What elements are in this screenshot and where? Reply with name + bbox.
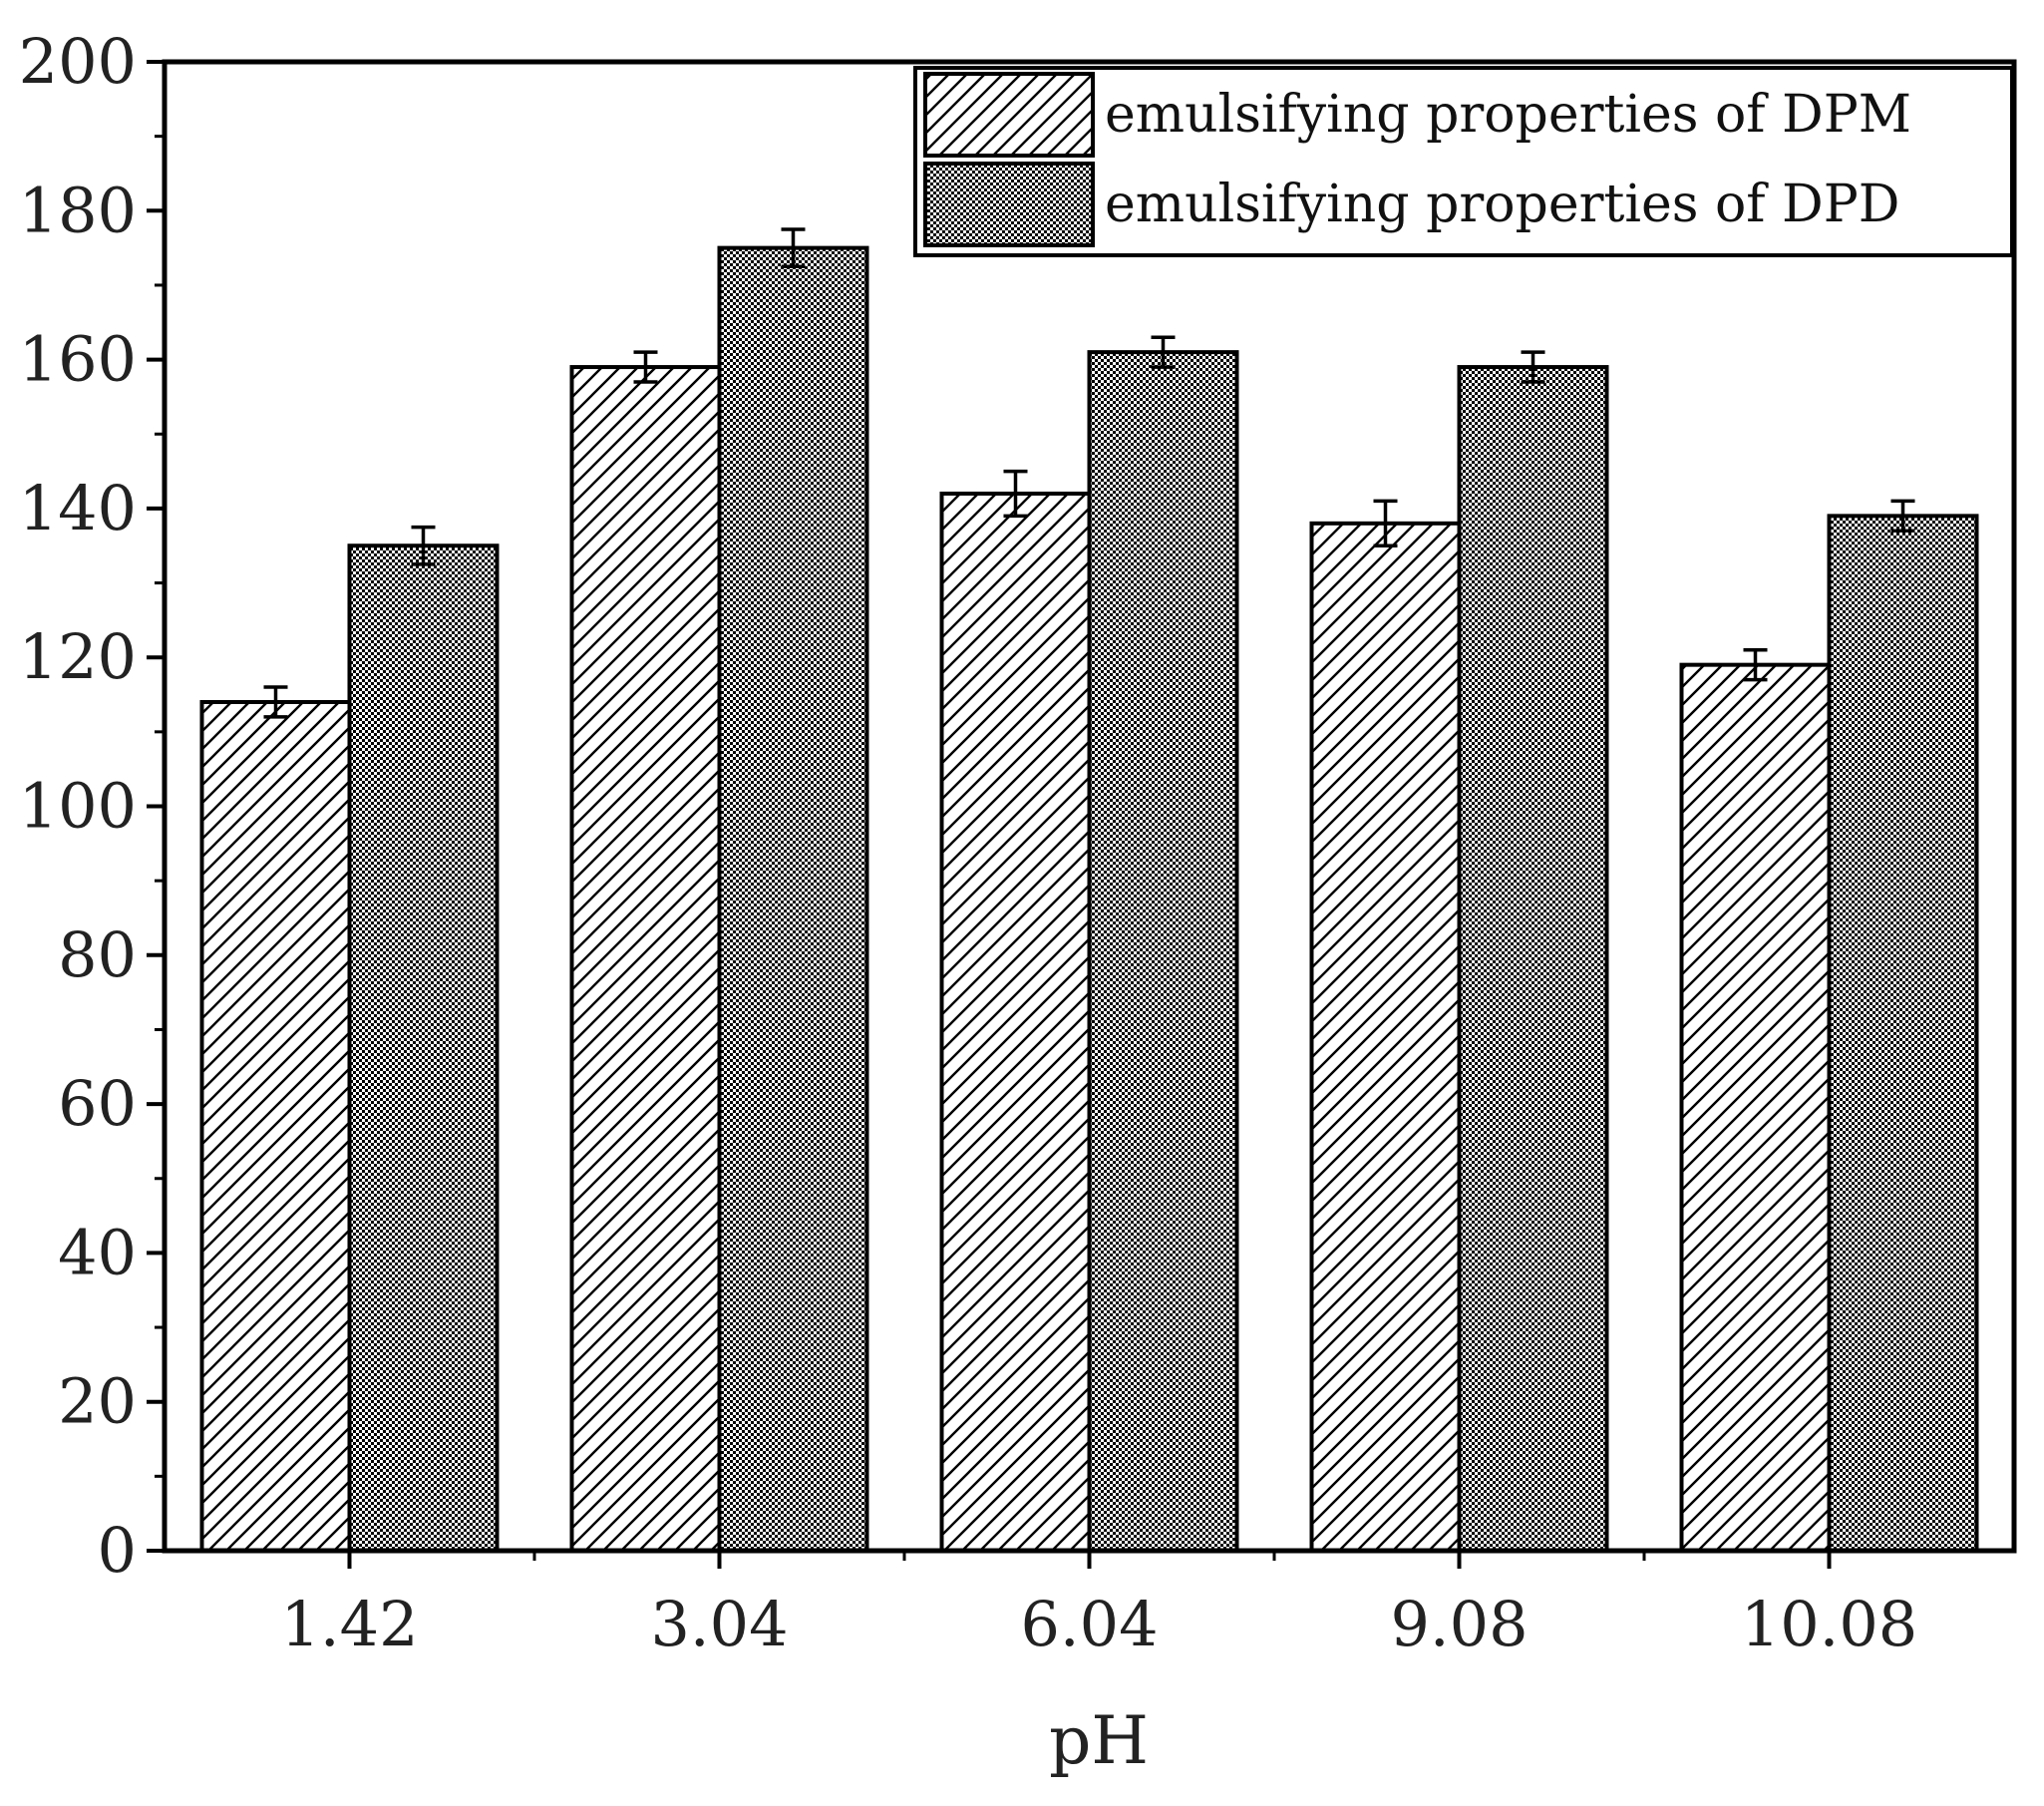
error-bars-layer (263, 227, 1915, 719)
y-tick-label: 40 (58, 1216, 137, 1288)
y-tick-label: 160 (19, 323, 137, 396)
legend-box (913, 66, 2014, 257)
legend-label-s1: emulsifying properties of DPM (1105, 85, 1911, 145)
bar-s2-9.08 (1457, 365, 1609, 1554)
error-bar-s1-10.08 (1743, 647, 1768, 682)
error-bar-s1-6.04 (1003, 469, 1028, 519)
y-tick-label: 80 (58, 918, 137, 991)
error-bar-s2-10.08 (1890, 499, 1915, 534)
legend-swatch-s2 (923, 162, 1095, 247)
error-bar-s1-9.08 (1373, 499, 1398, 547)
bar-s2-6.04 (1087, 350, 1239, 1553)
error-bar-s2-9.08 (1521, 350, 1545, 384)
bars-layer (199, 245, 1979, 1554)
bar-s1-9.08 (1309, 521, 1462, 1554)
legend: emulsifying properties of DPM emulsifying… (913, 66, 2014, 257)
error-bar-s2-1.42 (411, 525, 436, 566)
bar-s2-10.08 (1827, 514, 1979, 1553)
y-tick-label: 200 (19, 25, 137, 98)
bar-s1-3.04 (569, 365, 722, 1554)
axes-layer: 0 20 40 60 80 100 120 140 160 180 200 1.42 3.04 6.04 9… (19, 25, 2017, 1660)
legend-swatch-s1 (923, 72, 1095, 158)
y-tick-label: 60 (58, 1067, 137, 1140)
error-bar-s2-6.04 (1151, 335, 1176, 369)
x-tick-label: 9.08 (1390, 1588, 1528, 1660)
bar-s2-1.42 (347, 543, 500, 1553)
bar-s1-1.42 (199, 699, 352, 1553)
y-tick-label: 0 (98, 1514, 137, 1587)
y-tick-label: 140 (19, 472, 137, 544)
y-tick-label: 120 (19, 620, 137, 693)
y-tick-label: 100 (19, 770, 137, 843)
x-tick-label: 10.08 (1741, 1588, 1918, 1660)
error-bar-s1-1.42 (263, 685, 288, 719)
y-tick-label: 180 (19, 174, 137, 246)
y-tick-label: 20 (58, 1365, 137, 1438)
x-tick-label: 1.42 (280, 1588, 418, 1660)
bar-s1-10.08 (1679, 662, 1832, 1553)
error-bar-s2-3.04 (781, 227, 806, 269)
bar-s2-3.04 (717, 245, 869, 1553)
legend-label-s2: emulsifying properties of DPD (1105, 175, 1899, 234)
x-tick-label: 6.04 (1020, 1588, 1158, 1660)
x-tick-label: 3.04 (650, 1588, 788, 1660)
bar-s1-6.04 (939, 491, 1092, 1554)
error-bar-s1-3.04 (633, 350, 658, 384)
x-axis-title: pH (1049, 1702, 1149, 1779)
